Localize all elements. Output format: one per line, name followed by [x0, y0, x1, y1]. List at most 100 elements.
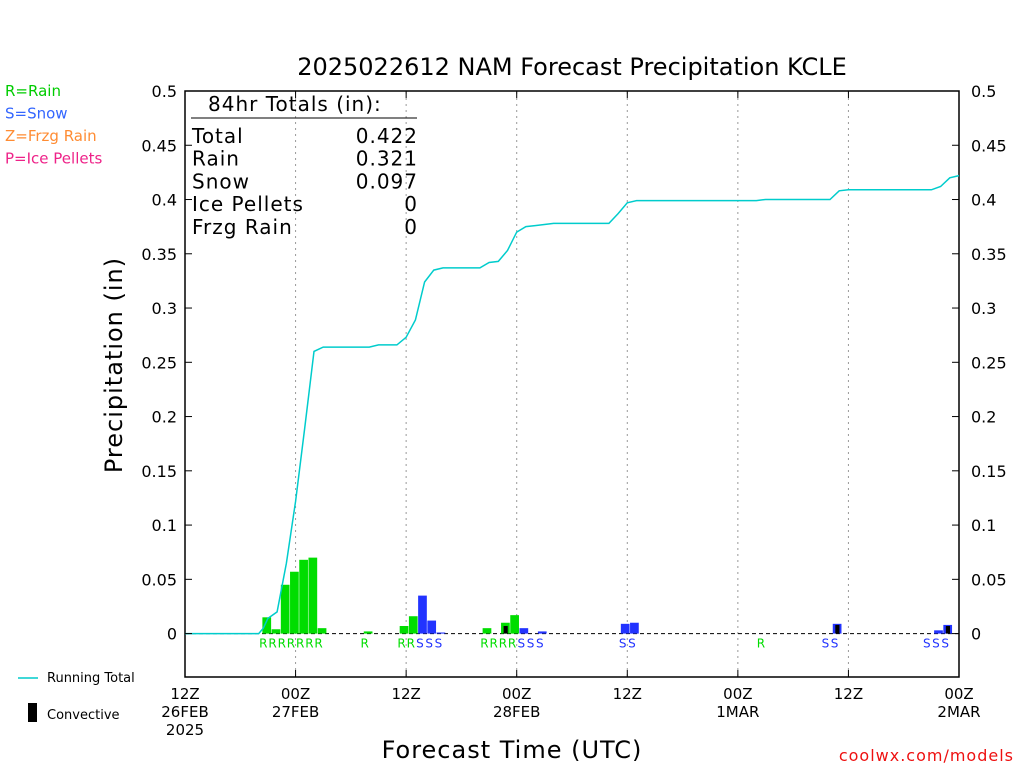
snow-bar	[630, 622, 639, 634]
snow-bar	[934, 630, 943, 634]
bottom-legend: Running Total Convective	[18, 671, 135, 723]
rain-bar	[271, 629, 281, 634]
y-tick-label-left: 0.2	[152, 408, 177, 427]
rain-bar	[363, 631, 373, 634]
x-tick-label: 1MAR	[716, 703, 759, 721]
y-tick-label-right: 0.15	[971, 462, 1007, 481]
precip-type-letter: R	[314, 637, 322, 651]
precip-type-letter: S	[425, 637, 433, 651]
x-tick-label: 28FEB	[493, 703, 540, 721]
y-axis-label: Precipitation (in)	[100, 257, 128, 473]
y-tick-label-left: 0.15	[141, 462, 177, 481]
y-tick-label-right: 0.3	[971, 299, 996, 318]
convective-bar	[835, 624, 840, 634]
snow-bar	[620, 623, 630, 634]
y-tick-label-left: 0.45	[141, 136, 177, 155]
precip-type-letter: S	[527, 637, 535, 651]
y-axis-left: 0 0.05 0.1 0.15 0.2 0.25 0.3 0.35 0.4 0.45 0.5	[141, 82, 192, 644]
running-total-line	[185, 174, 960, 635]
y-tick-label-right: 0.1	[971, 516, 996, 535]
y-tick-label-right: 0.2	[971, 408, 996, 427]
rain-bar	[308, 557, 318, 634]
convective-bar	[503, 625, 508, 634]
rain-bar	[280, 584, 290, 634]
precip-type-letter: R	[508, 637, 516, 651]
y-tick-label-right: 0	[971, 625, 981, 644]
x-tick-label: 00Z	[502, 685, 531, 703]
snow-bar	[519, 628, 529, 634]
precip-type-letter: S	[416, 637, 424, 651]
precip-type-letter: R	[361, 637, 369, 651]
totals-heading: 84hr Totals (in):	[208, 92, 382, 116]
totals-row-value: 0	[404, 215, 418, 239]
snow-bar	[418, 595, 427, 634]
precip-type-letter: S	[536, 637, 544, 651]
x-tick-label: 00Z	[723, 685, 752, 703]
precip-type-letter: R	[278, 637, 286, 651]
precip-type-letter: R	[757, 637, 765, 651]
convective-legend-label: Convective	[47, 708, 120, 723]
y-tick-label-right: 0.25	[971, 353, 1007, 372]
convective-legend-swatch	[28, 703, 37, 722]
rain-bar	[317, 628, 327, 634]
rain-bar	[262, 617, 272, 634]
y-tick-label-right: 0.05	[971, 570, 1007, 589]
totals-row-value: 0	[404, 192, 418, 216]
y-tick-label-right: 0.4	[971, 191, 996, 210]
y-tick-label-left: 0.1	[152, 516, 177, 535]
totals-row-label: Rain	[192, 147, 240, 171]
x-axis-label: Forecast Time (UTC)	[382, 736, 643, 764]
precip-type-letter: S	[619, 637, 627, 651]
rain-bar	[399, 625, 409, 634]
snow-bar	[427, 620, 437, 634]
precip-type-legend-item: R=Rain	[5, 82, 61, 100]
precip-type-letter: R	[287, 637, 295, 651]
precip-type-letter: R	[268, 637, 276, 651]
x-tick-label: 12Z	[391, 685, 420, 703]
rain-bar	[408, 616, 418, 634]
convective-series	[503, 624, 951, 634]
totals-row-value: 0.097	[356, 169, 418, 193]
x-tick-label: 2MAR	[937, 703, 980, 721]
totals-row-label: Total	[191, 124, 244, 148]
site-credit: coolwx.com/models	[839, 746, 1014, 765]
running-total-legend-label: Running Total	[47, 671, 135, 686]
rain-bar	[510, 615, 519, 634]
precip-type-letter: S	[628, 637, 636, 651]
rain-bar	[290, 571, 299, 634]
precip-type-legend-item: S=Snow	[5, 105, 68, 123]
x-tick-label: 12Z	[613, 685, 642, 703]
x-tick-label: 27FEB	[272, 703, 319, 721]
precip-type-letter: R	[407, 637, 415, 651]
totals-row-value: 0.422	[356, 124, 418, 148]
x-tick-label: 00Z	[281, 685, 310, 703]
precip-type-legend: R=Rain S=Snow Z=Frzg Rain P=Ice Pellets	[5, 82, 102, 168]
precip-type-letter: R	[305, 637, 313, 651]
rain-bar	[482, 628, 492, 634]
precip-type-letter: S	[518, 637, 526, 651]
chart-title: 2025022612 NAM Forecast Precipitation KC…	[297, 53, 847, 81]
totals-row-value: 0.321	[356, 147, 418, 171]
totals-box: 84hr Totals (in): Total 0.422 Rain 0.321 Sno…	[191, 92, 418, 239]
y-axis-right: 0 0.05 0.1 0.15 0.2 0.25 0.3 0.35 0.4 0.45 0.5	[952, 82, 1007, 644]
x-tick-label: 2025	[166, 721, 204, 739]
snow-bar	[537, 631, 547, 634]
x-tick-label: 00Z	[944, 685, 973, 703]
snow-bar	[436, 632, 446, 634]
y-tick-label-right: 0.5	[971, 82, 996, 101]
precip-type-letter: S	[923, 637, 931, 651]
y-tick-label-left: 0.5	[152, 82, 177, 101]
precip-type-letter: S	[932, 637, 940, 651]
y-tick-label-left: 0.3	[152, 299, 177, 318]
y-tick-label-right: 0.35	[971, 245, 1007, 264]
y-tick-label-left: 0	[167, 625, 177, 644]
convective-bar	[945, 625, 951, 634]
y-tick-label-right: 0.45	[971, 136, 1007, 155]
precip-type-letter: S	[822, 637, 830, 651]
x-tick-label: 12Z	[170, 685, 199, 703]
precip-type-legend-item: P=Ice Pellets	[5, 150, 102, 168]
plot-frame	[184, 90, 960, 678]
precip-type-letter: R	[480, 637, 488, 651]
precip-type-legend-item: Z=Frzg Rain	[5, 127, 97, 145]
